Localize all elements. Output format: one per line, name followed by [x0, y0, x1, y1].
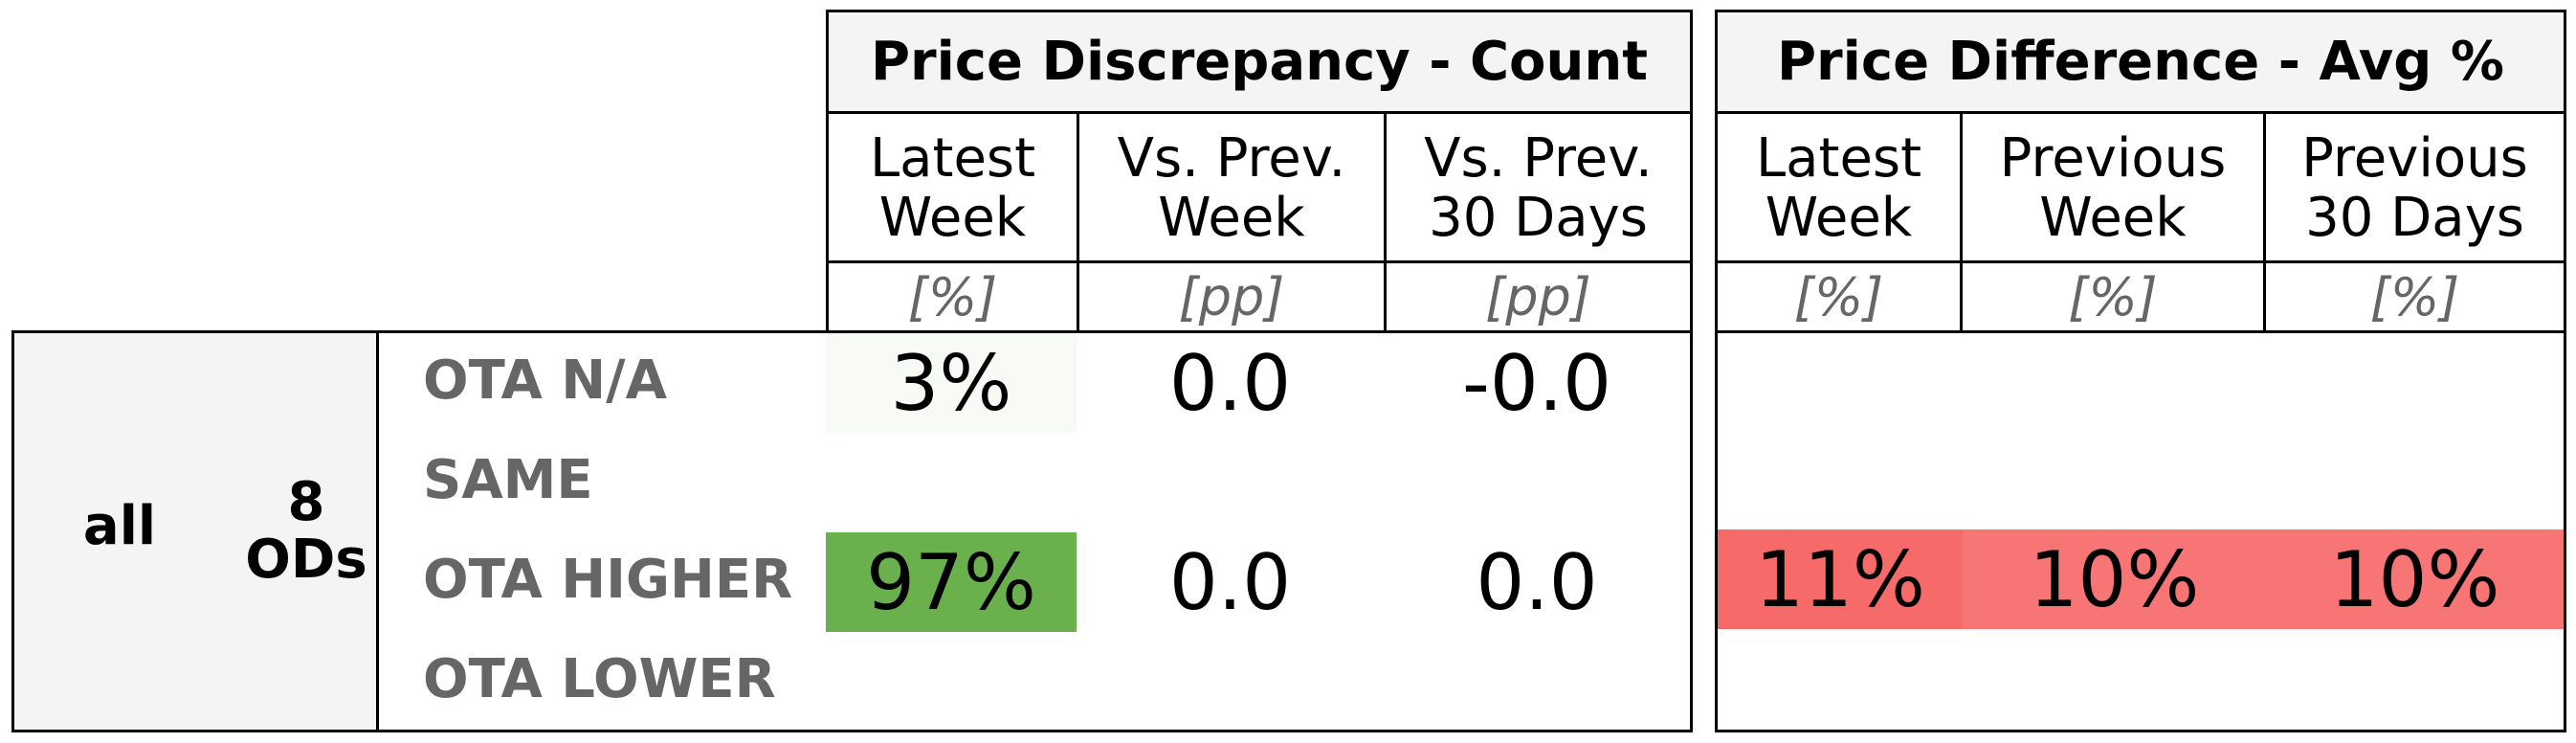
segment-block — [11, 330, 379, 732]
row-label: SAME — [423, 448, 593, 511]
panel-title: Price Discrepancy - Count — [829, 12, 1690, 114]
column-header: Previous 30 Days — [2301, 127, 2528, 249]
column-unit: [%] — [2068, 266, 2158, 327]
row-label: OTA N/A — [423, 349, 667, 412]
column-header: Latest Week — [869, 127, 1036, 249]
panel-title: Price Difference - Avg % — [1718, 12, 2564, 114]
table-cell: 11% — [1718, 529, 1963, 629]
table-cell: 10% — [2266, 529, 2564, 629]
row-label: OTA LOWER — [423, 647, 776, 710]
column-header: Latest Week — [1755, 127, 1922, 249]
table-cell: -0.0 — [1461, 338, 1612, 428]
column-unit: [%] — [2369, 266, 2460, 327]
table-cell: 0.0 — [1168, 338, 1292, 428]
table-cell: 3% — [826, 333, 1077, 433]
segment-group-label: all — [82, 495, 157, 557]
column-unit: [pp] — [1485, 266, 1591, 327]
table-cell: 0.0 — [1476, 537, 1598, 627]
segment-ods-label: 8 ODs — [245, 471, 367, 591]
column-header: Vs. Prev. 30 Days — [1424, 127, 1653, 249]
row-label: OTA HIGHER — [423, 548, 793, 611]
row-label-area — [376, 330, 831, 732]
panel-discrepancy-header: Price Discrepancy - Count Latest Week Vs… — [826, 10, 1693, 333]
column-header: Previous Week — [1999, 127, 2227, 249]
table-cell: 10% — [1963, 529, 2266, 629]
panel-difference-body: 11% 10% 10% — [1715, 330, 2566, 732]
panel-discrepancy-body: 3% 0.0 -0.0 97% 0.0 0.0 — [826, 330, 1693, 732]
column-unit: [%] — [907, 266, 998, 327]
column-header: Vs. Prev. Week — [1117, 127, 1346, 249]
column-unit: [pp] — [1178, 266, 1285, 327]
table-cell: 97% — [826, 532, 1077, 632]
panel-difference-header: Price Difference - Avg % Latest Week Pre… — [1715, 10, 2566, 333]
column-unit: [%] — [1793, 266, 1884, 327]
table-cell: 0.0 — [1168, 537, 1292, 627]
